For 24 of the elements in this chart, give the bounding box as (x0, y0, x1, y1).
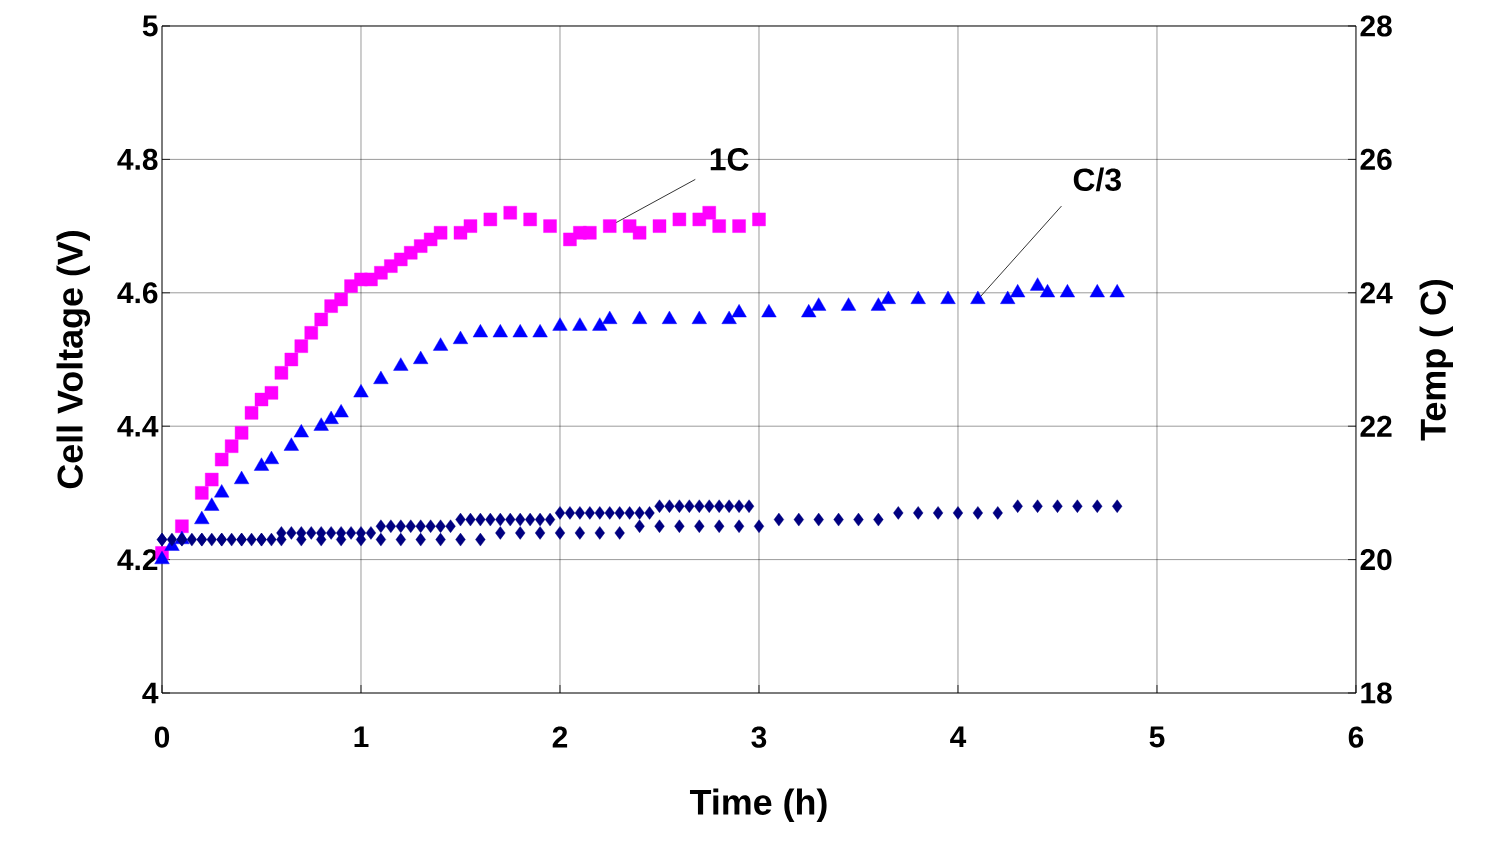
y-tick-label: 4.2 (117, 549, 158, 571)
y2-tick-label: 18 (1361, 682, 1392, 704)
x-tick-label: 4 (950, 726, 967, 748)
annotation: C/3 (1073, 167, 1121, 192)
y2-tick-label: 20 (1360, 549, 1392, 571)
y2-tick-label: 26 (1360, 148, 1392, 170)
y-tick-label: 4 (142, 682, 159, 704)
x-tick-label: 2 (552, 726, 568, 748)
y2-tick-label: 24 (1360, 282, 1393, 304)
x-tick-label: 3 (751, 726, 767, 748)
x-tick-label: 0 (154, 726, 170, 748)
y-tick-label: 4.6 (117, 282, 158, 304)
y-tick-label: 4.8 (117, 148, 158, 170)
y2-axis-title: Temp ( C) (1419, 279, 1453, 441)
annotation: 1C (710, 148, 749, 171)
x-tick-label: 6 (1348, 726, 1364, 748)
y2-tick-label: 22 (1360, 415, 1392, 437)
y-tick-label: 5 (142, 15, 158, 37)
x-axis-title: Time (h) (689, 788, 827, 822)
x-tick-label: 1 (354, 726, 369, 748)
y-tick-label: 4.4 (117, 415, 159, 437)
x-tick-label: 5 (1149, 726, 1165, 748)
y-axis-title: Cell Voltage (V) (56, 231, 91, 489)
y2-tick-label: 28 (1360, 15, 1392, 37)
